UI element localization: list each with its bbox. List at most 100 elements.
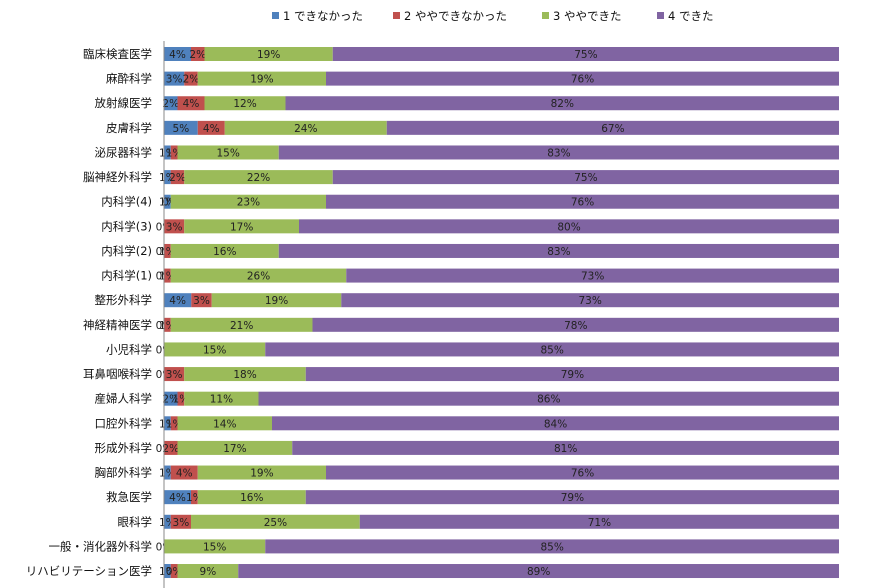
bar-segment: [164, 514, 171, 529]
data-label: 22%: [247, 172, 270, 184]
bar-segment: [346, 268, 839, 283]
bar-segment: [164, 194, 171, 209]
category-label: 眼科学: [118, 515, 153, 529]
bar-segment: [359, 514, 839, 529]
data-label: 19%: [250, 468, 273, 480]
bar-segment: [191, 293, 212, 308]
bar-segment: [278, 145, 839, 160]
bar-segment: [312, 317, 839, 332]
bar-segment: [197, 71, 326, 86]
bar-segment: [170, 514, 191, 529]
data-label: 18%: [233, 369, 256, 381]
bar-segment: [326, 71, 839, 86]
bar-segment: [164, 564, 171, 579]
bar-segment: [204, 96, 286, 111]
bar-segment: [164, 440, 178, 455]
data-label: 16%: [213, 246, 236, 258]
bar-segment: [258, 391, 839, 406]
bar-segment: [204, 47, 333, 61]
bar-segment: [164, 71, 185, 86]
category-label: 放射線医学: [95, 96, 153, 110]
bar-segment: [164, 391, 178, 406]
bar-segment: [170, 564, 178, 579]
bar-segment: [265, 539, 839, 554]
data-label: 16%: [240, 492, 263, 504]
bar-segment: [305, 490, 839, 505]
bar-segment: [170, 145, 178, 160]
bar-segment: [164, 219, 185, 234]
bar-segment: [170, 465, 198, 480]
data-label: 82%: [551, 98, 574, 110]
bar-segment: [170, 170, 185, 185]
data-label: 15%: [203, 344, 226, 356]
bar-segment: [191, 490, 198, 505]
data-label: 12%: [233, 98, 256, 110]
data-label: 71%: [588, 517, 611, 529]
data-label: 2%: [189, 49, 206, 61]
bar-segment: [164, 120, 198, 135]
legend: 1 できなかった 2 ややできなかった 3 ややできた 4 できた: [272, 9, 713, 23]
bar-segment: [164, 268, 171, 283]
bar-segment: [386, 120, 839, 135]
bar-segment: [170, 317, 313, 332]
category-label: 形成外科学: [95, 441, 153, 455]
data-label: 15%: [203, 541, 226, 553]
data-label: 89%: [527, 566, 550, 578]
bar-segment: [170, 268, 347, 283]
legend-swatch: [272, 12, 279, 19]
category-label: 内科学(3): [101, 219, 152, 233]
data-label: 2%: [183, 74, 200, 86]
data-label: 4%: [169, 492, 186, 504]
bar-segment: [332, 47, 839, 61]
data-label: 19%: [250, 74, 273, 86]
bar-segment: [211, 293, 342, 308]
bar-segment: [299, 219, 839, 234]
category-label: 一般・消化器外科学: [49, 539, 153, 553]
bar-segment: [177, 96, 205, 111]
data-label: 9%: [200, 566, 217, 578]
data-label: 75%: [574, 172, 597, 184]
data-label: 76%: [571, 74, 594, 86]
bar-segment: [177, 145, 279, 160]
data-label: 2%: [162, 443, 179, 455]
data-label: 5%: [173, 123, 190, 135]
data-label: 73%: [578, 295, 601, 307]
data-label: 76%: [571, 468, 594, 480]
legend-label: 2 ややできなかった: [404, 9, 507, 23]
bar-segment: [164, 96, 178, 111]
data-label: 15%: [216, 147, 239, 159]
bar-segment: [164, 145, 171, 160]
bar-segment: [164, 293, 192, 308]
bar-segment: [292, 440, 839, 455]
category-label: 救急医学: [106, 490, 152, 504]
category-label: 皮膚科学: [106, 121, 152, 135]
category-label: 内科学(2): [101, 244, 152, 258]
bar-segment: [164, 342, 266, 357]
data-label: 84%: [544, 418, 567, 430]
bar-segment: [177, 564, 239, 579]
data-label: 19%: [265, 295, 288, 307]
data-label: 3%: [166, 369, 183, 381]
bar-segment: [164, 47, 191, 61]
bar-segment: [177, 391, 185, 406]
data-label: 17%: [223, 443, 246, 455]
data-label: 4%: [176, 468, 193, 480]
data-label: 2%: [162, 98, 179, 110]
category-label: 胸部外科学: [95, 466, 153, 480]
data-label: 25%: [264, 517, 287, 529]
data-label: 80%: [557, 221, 580, 233]
category-label: 産婦人科学: [95, 392, 153, 406]
bar-segment: [164, 490, 191, 505]
bar-segment: [170, 194, 326, 209]
bar-segment: [164, 317, 171, 332]
bar-segment: [224, 120, 387, 135]
bar-segment: [197, 465, 326, 480]
bar-segment: [184, 219, 299, 234]
category-label: 耳鼻咽喉科学: [83, 367, 152, 381]
data-label: 14%: [213, 418, 236, 430]
data-label: 67%: [601, 123, 624, 135]
legend-swatch: [393, 12, 400, 19]
data-label: 75%: [574, 49, 597, 61]
